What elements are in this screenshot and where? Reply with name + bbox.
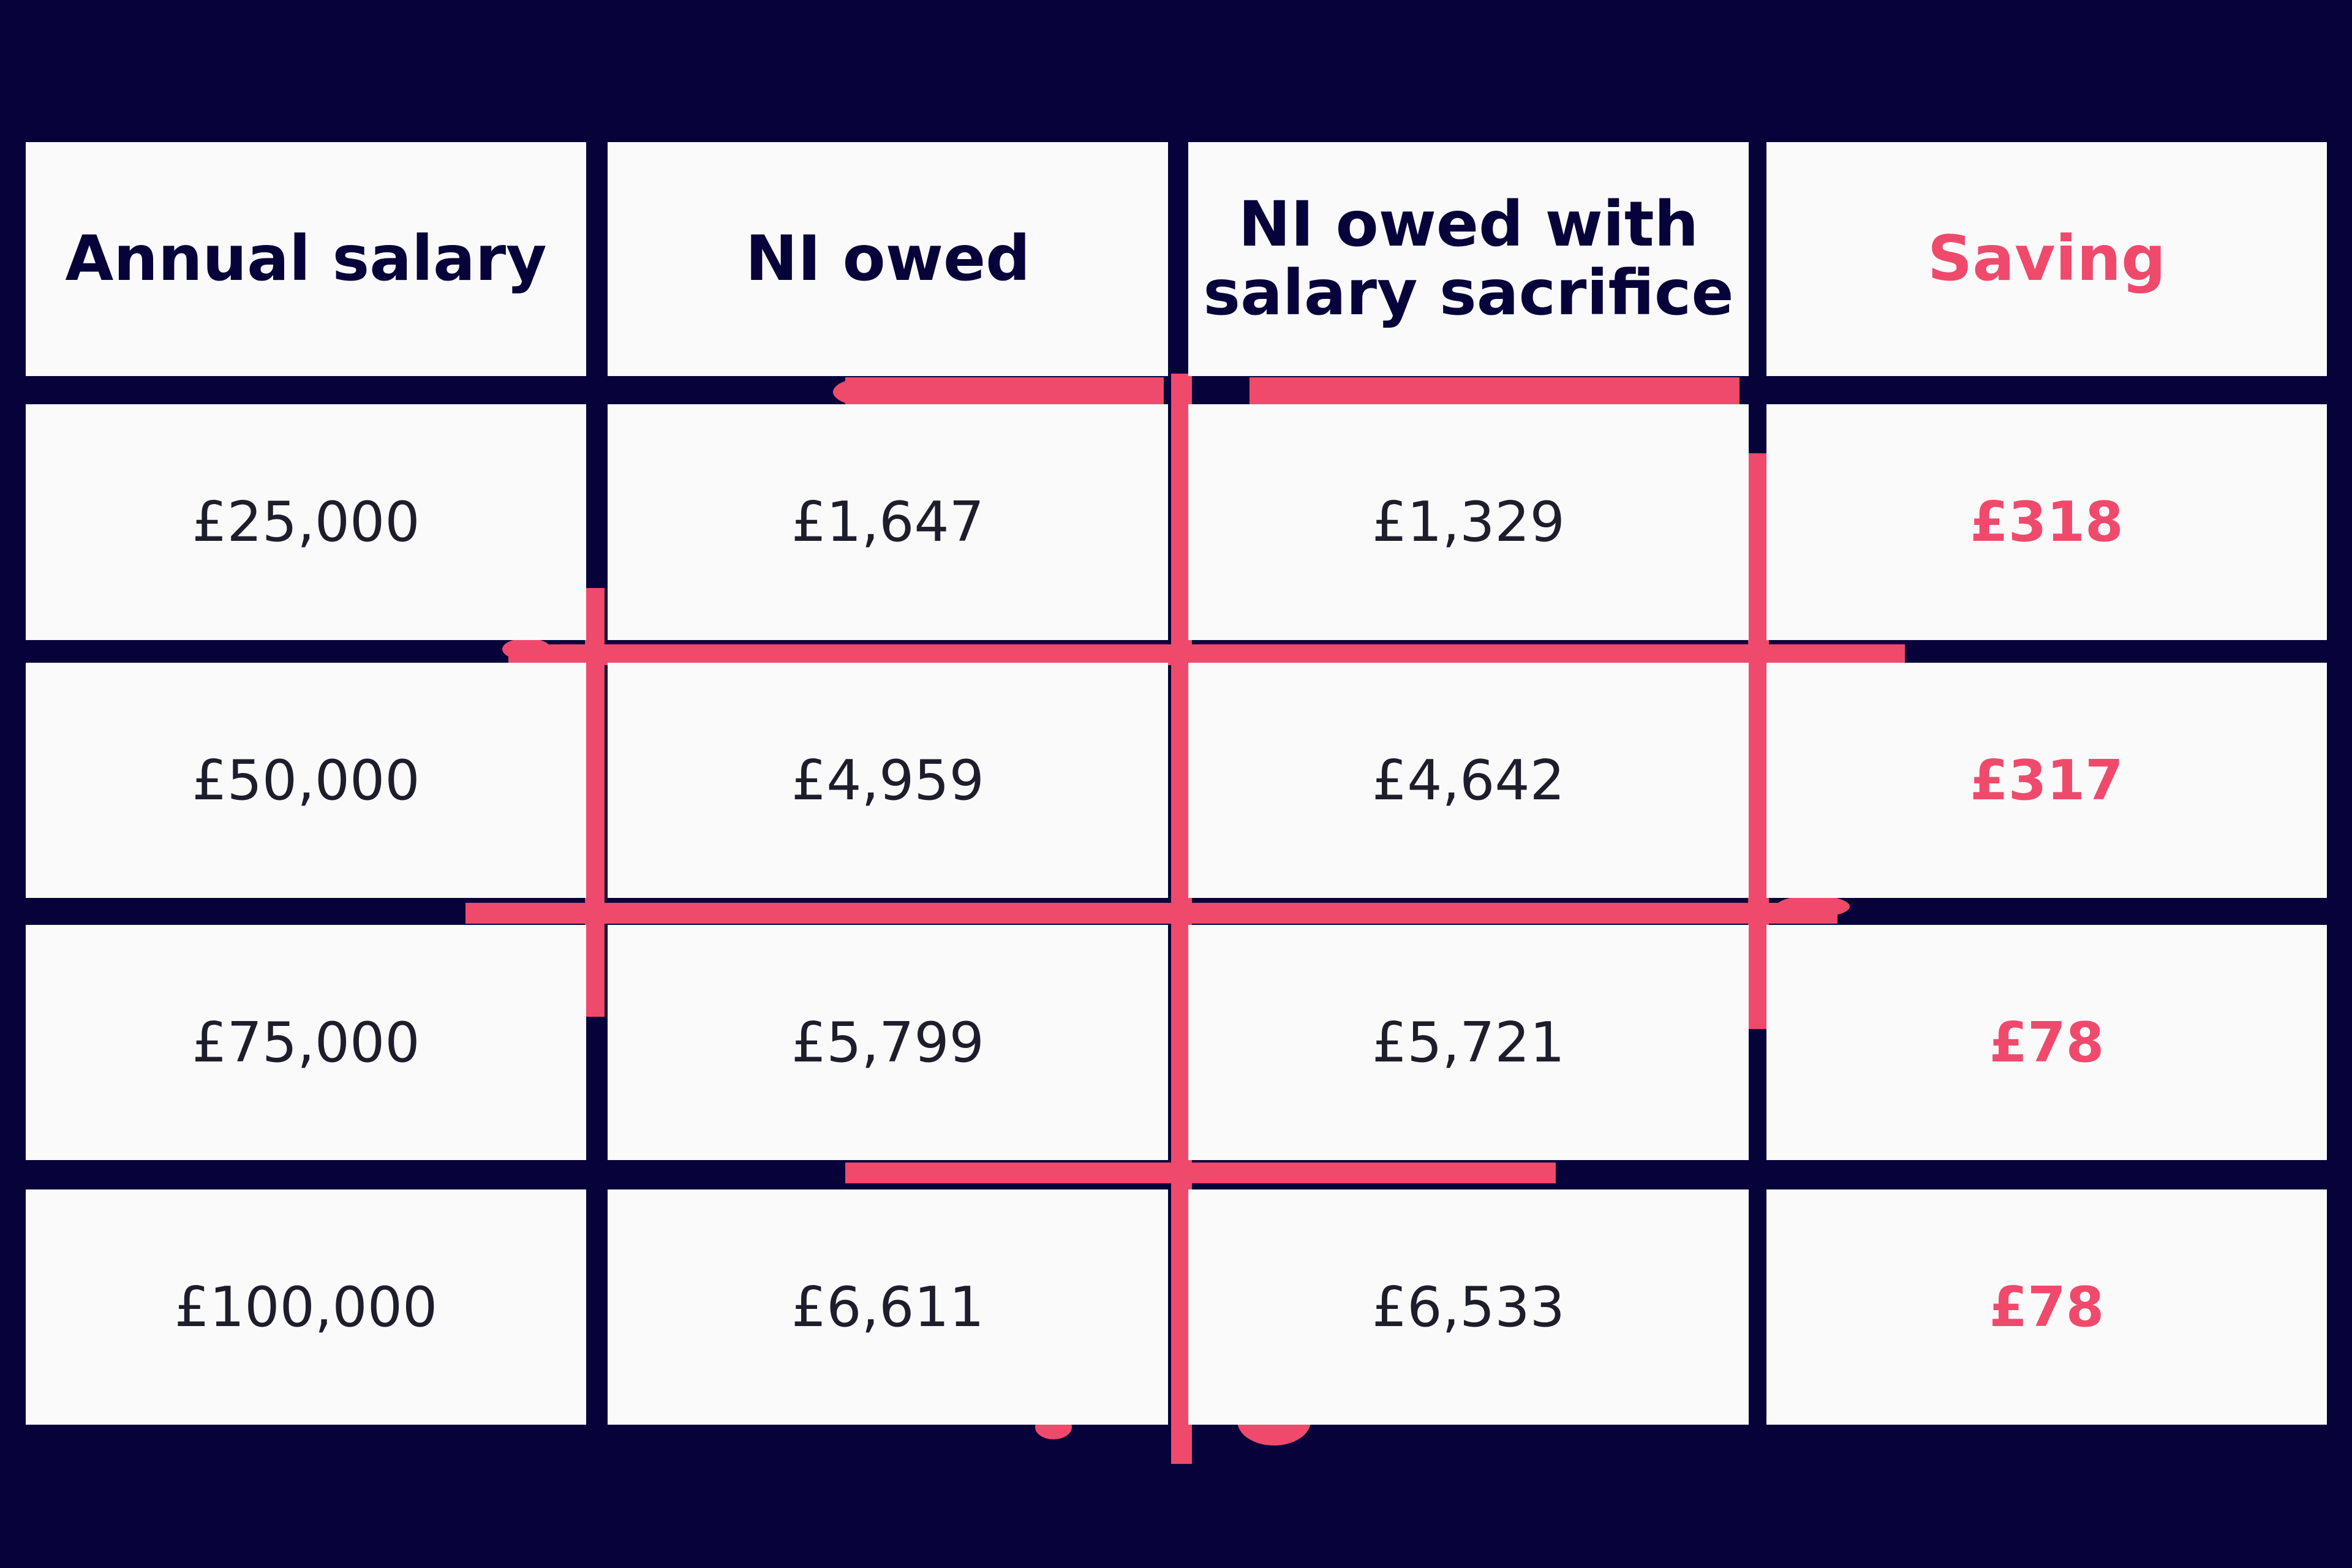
table-cell-r1-c4: £318 bbox=[1766, 404, 2327, 640]
table-cell-r4-c2: £6,611 bbox=[608, 1189, 1168, 1425]
table-cell-r4-c1: £100,000 bbox=[26, 1189, 586, 1425]
table-cell-r1-c3: £1,329 bbox=[1188, 404, 1749, 640]
table-cell-r3-c4: £78 bbox=[1766, 925, 2327, 1160]
table-cell-r1-c1: £25,000 bbox=[26, 404, 586, 640]
header-annual-salary: Annual salary bbox=[26, 142, 586, 376]
table-cell-r4-c4: £78 bbox=[1766, 1189, 2327, 1425]
table-cell-r2-c4: £317 bbox=[1766, 663, 2327, 898]
header-ni-owed-with-salary-sacrifice: NI owed with salary sacrifice bbox=[1188, 142, 1749, 376]
table-cell-r2-c2: £4,959 bbox=[608, 663, 1168, 898]
header-saving: Saving bbox=[1766, 142, 2327, 376]
table-cell-r3-c2: £5,799 bbox=[608, 925, 1168, 1160]
table-cell-r4-c3: £6,533 bbox=[1188, 1189, 1749, 1425]
table-cell-r2-c3: £4,642 bbox=[1188, 663, 1749, 898]
table-cell-r3-c1: £75,000 bbox=[26, 925, 586, 1160]
header-ni-owed: NI owed bbox=[608, 142, 1168, 376]
table-cell-r1-c2: £1,647 bbox=[608, 404, 1168, 640]
table-cell-r3-c3: £5,721 bbox=[1188, 925, 1749, 1160]
table-cell-r2-c1: £50,000 bbox=[26, 663, 586, 898]
